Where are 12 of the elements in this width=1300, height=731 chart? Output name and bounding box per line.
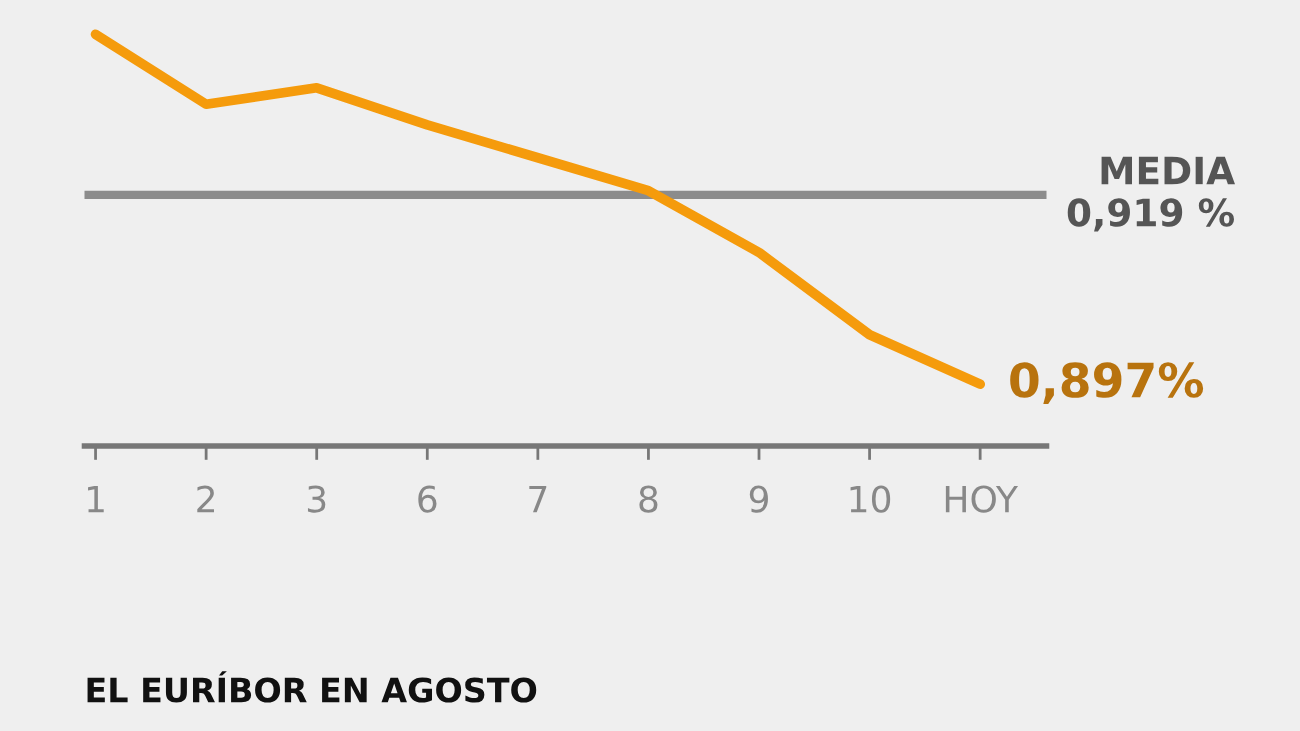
x-tick-label: 3: [307, 485, 326, 513]
x-tick-label: HOY: [945, 485, 1019, 513]
x-tick-label: 1: [88, 485, 104, 513]
x-tick-label: 9: [749, 485, 768, 513]
x-tick-label: 8: [639, 485, 658, 513]
annotation: 0,897%: [1010, 362, 1204, 404]
x-tick-label: 2: [197, 485, 214, 513]
text: EL EURÍBOR EN AGOSTO: [87, 671, 537, 703]
x-tick-label: 6: [418, 485, 437, 513]
x-tick-label: 7: [529, 485, 547, 513]
x-tick-label: 10: [850, 485, 891, 513]
ref-line-label: MEDIA 0,919 %: [1067, 156, 1235, 232]
